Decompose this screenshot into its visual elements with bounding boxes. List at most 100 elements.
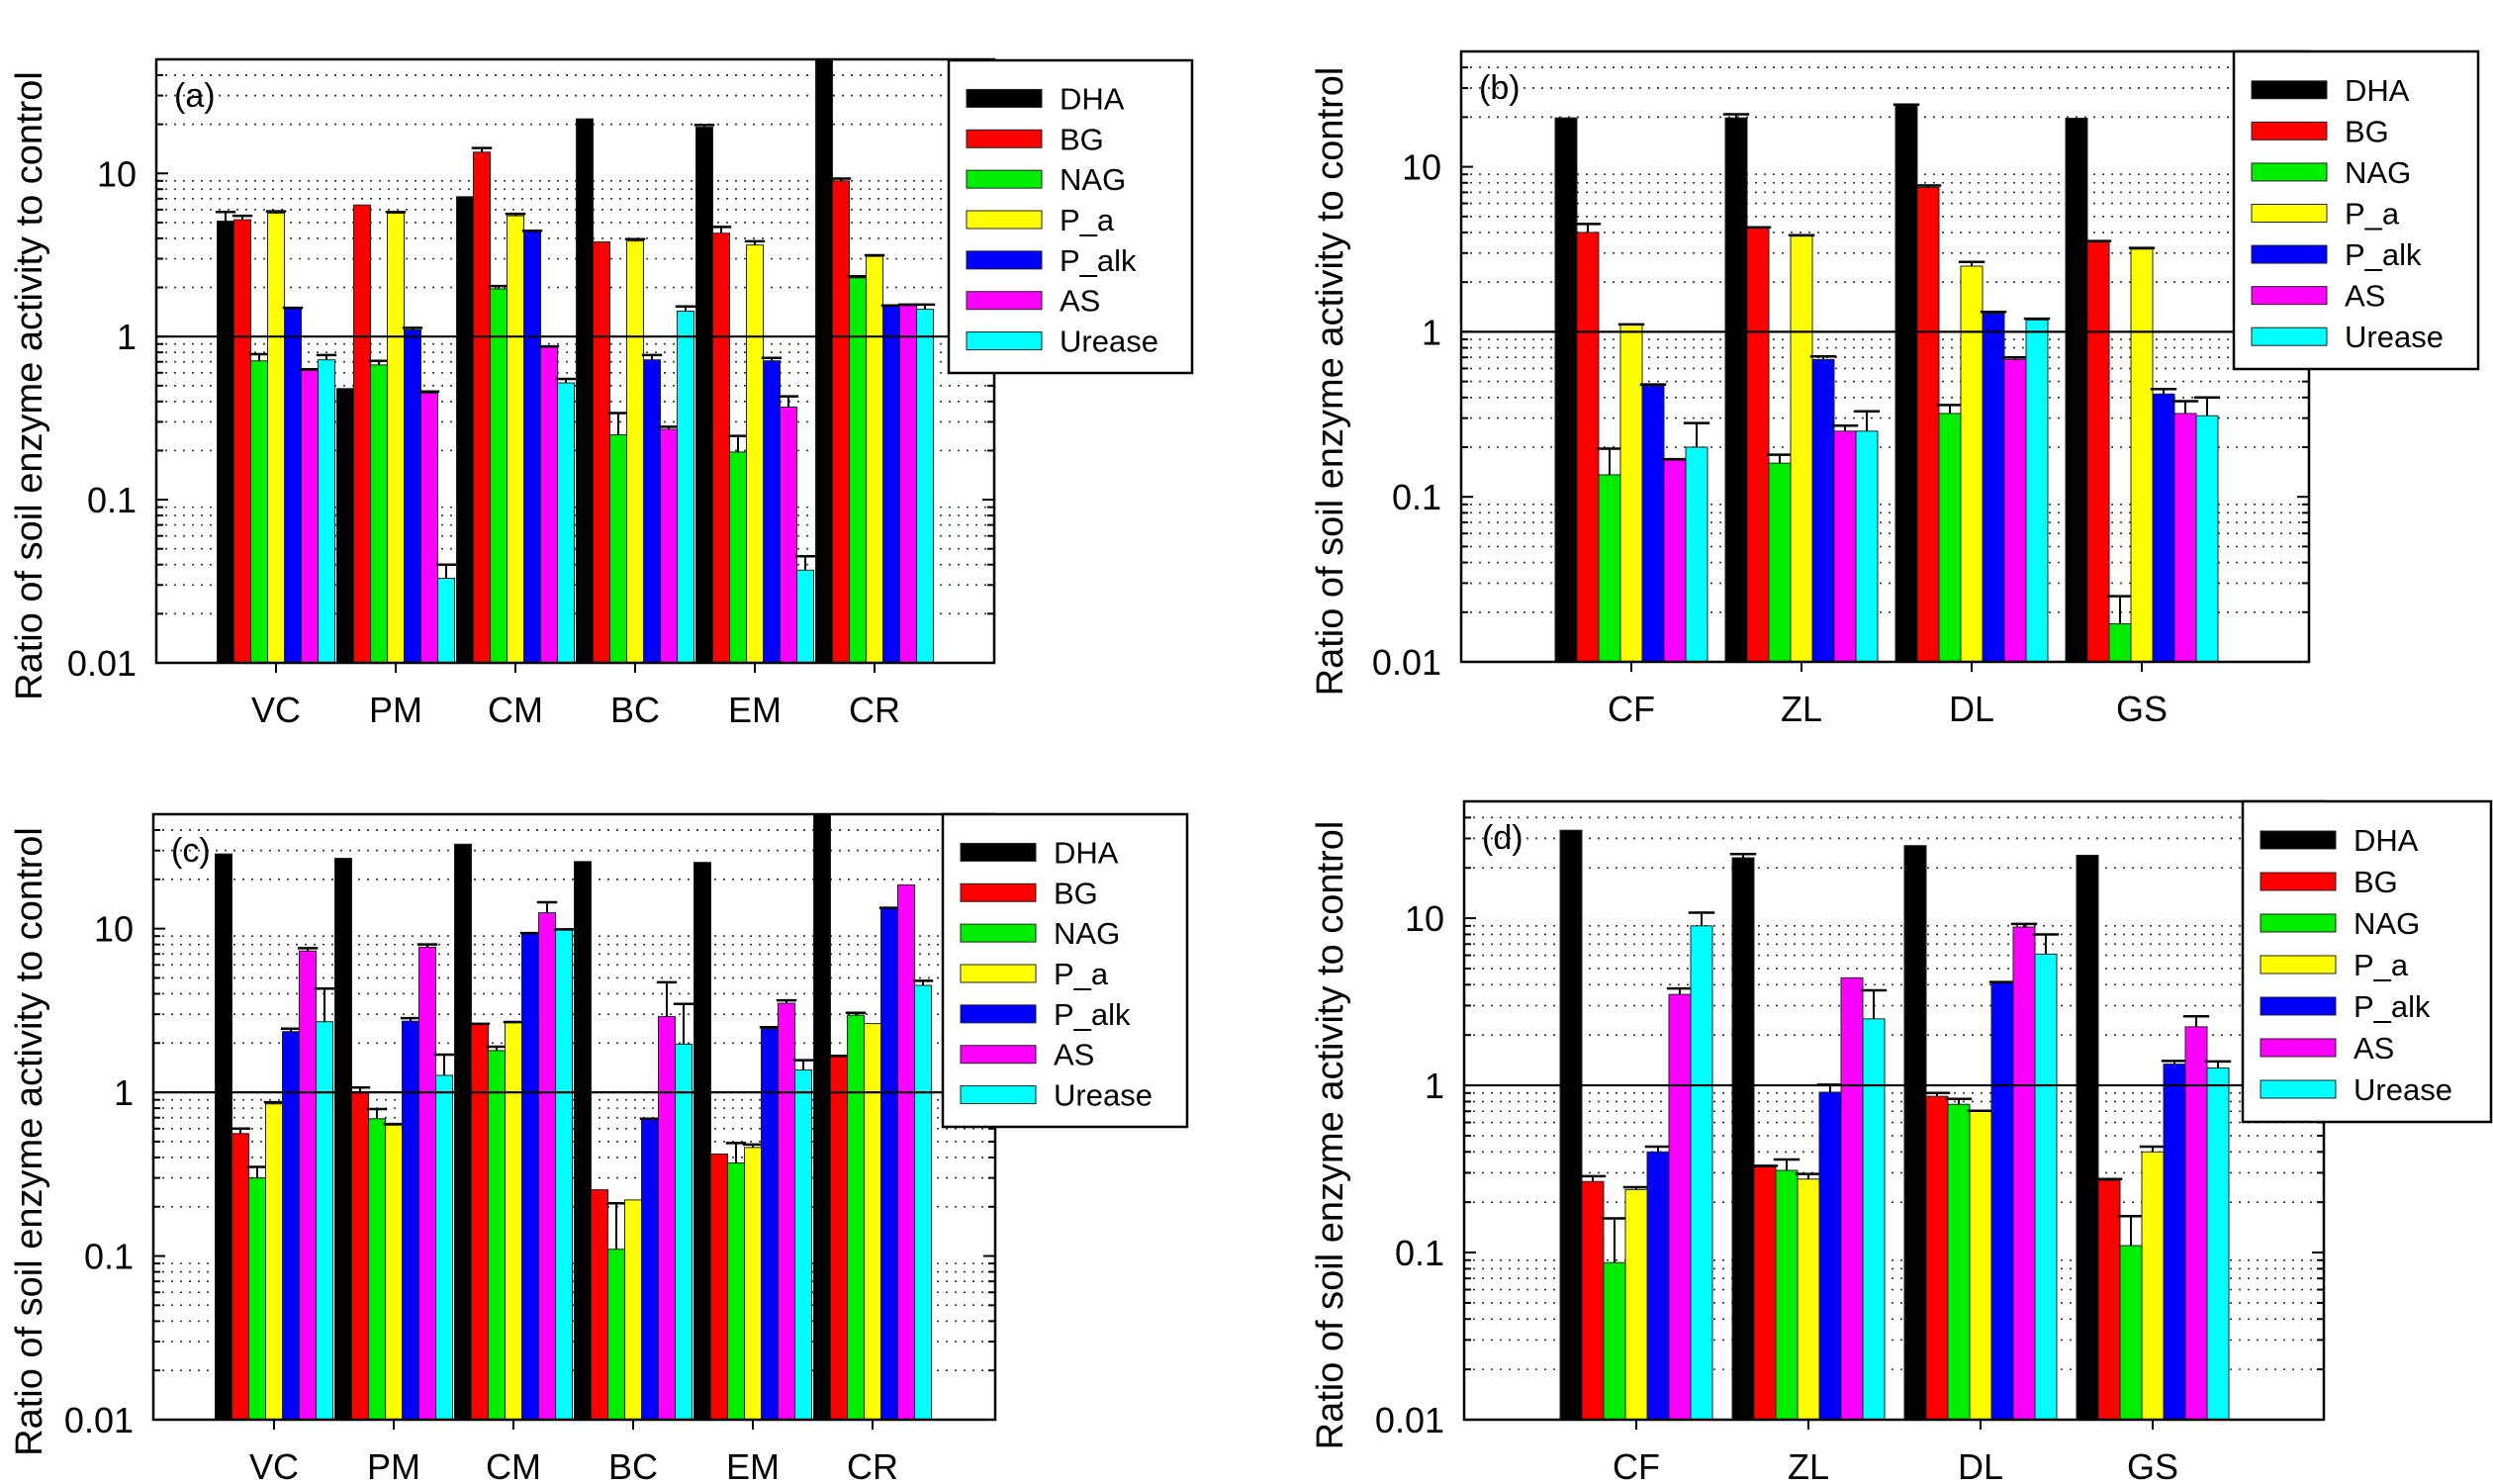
bar-dha-bc	[574, 861, 592, 1421]
bar-p-alk-pm	[404, 328, 421, 664]
bar-urease-zl	[1855, 430, 1879, 663]
x-tick-label: VC	[249, 1446, 299, 1484]
legend-swatch-urease	[960, 1085, 1037, 1105]
bar-as-pm	[420, 392, 438, 664]
bar-p-alk-pm	[402, 1020, 419, 1421]
bar-p-a-cr	[866, 255, 883, 664]
legend-label: AS	[2345, 279, 2385, 314]
legend: DHA BG NAG P_a P_alk AS Urease	[2241, 799, 2493, 1124]
bar-bg-cf	[1581, 1180, 1605, 1421]
bar-as-cr	[897, 883, 915, 1421]
bar-dha-em	[695, 127, 713, 664]
bar-dha-bc	[576, 118, 594, 664]
bar-urease-pm	[435, 1074, 453, 1421]
x-tick-label: DL	[1949, 689, 1994, 729]
legend-swatch-urease	[2251, 326, 2328, 346]
bar-urease-dl	[2034, 953, 2058, 1421]
legend-swatch-bg	[2251, 121, 2328, 140]
legend-swatch-p-a	[966, 210, 1043, 230]
bar-nag-cf	[1598, 474, 1621, 663]
bar-bg-zl	[1746, 228, 1770, 663]
bar-p-alk-dl	[1982, 313, 2005, 663]
bar-p-a-cm	[505, 1022, 522, 1421]
legend-label: NAG	[2354, 906, 2420, 941]
bar-p-alk-cr	[882, 306, 900, 664]
y-tick-label: 1	[114, 1072, 134, 1113]
y-tick-label: 0.01	[64, 1400, 134, 1440]
bar-p-alk-gs	[2152, 393, 2175, 663]
legend-label: P_alk	[2345, 237, 2422, 272]
legend-label: BG	[2354, 865, 2398, 899]
legend-label: P_a	[1060, 203, 1115, 237]
x-tick-label: GS	[2127, 1446, 2178, 1484]
bar-nag-em	[729, 451, 747, 664]
bar-nag-em	[727, 1162, 745, 1421]
bar-dha-cf	[1559, 829, 1583, 1421]
legend-label: P_alk	[1054, 997, 1131, 1032]
x-tick-label: ZL	[1781, 689, 1822, 729]
x-tick-label: BC	[608, 1446, 658, 1484]
legend-swatch-bg	[2260, 872, 2337, 891]
legend-label: DHA	[2354, 823, 2419, 858]
legend-label: AS	[1054, 1038, 1094, 1072]
bar-bg-dl	[1916, 186, 1940, 663]
bar-dha-zl	[1724, 117, 1748, 663]
legend-label: Urease	[1054, 1078, 1153, 1113]
bar-p-alk-em	[761, 1028, 779, 1421]
bar-bg-pm	[353, 204, 371, 664]
bar-dha-gs	[2065, 117, 2088, 663]
bar-p-alk-dl	[1990, 982, 2014, 1421]
legend-swatch-bg	[966, 129, 1043, 148]
bar-bg-cm	[471, 1023, 489, 1421]
bar-p-alk-vc	[284, 308, 302, 664]
bar-nag-pm	[370, 364, 388, 664]
x-tick-label: EM	[726, 1446, 780, 1484]
x-tick-label: BC	[610, 690, 660, 730]
bar-bg-vc	[233, 219, 251, 664]
y-tick-label: 0.01	[1375, 1400, 1444, 1440]
legend-label: P_alk	[1060, 243, 1137, 278]
bar-as-cf	[1668, 993, 1692, 1421]
legend-label: DHA	[2345, 73, 2410, 108]
bar-p-alk-bc	[643, 359, 661, 664]
legend: DHA BG NAG P_a P_alk AS Urease	[941, 812, 1189, 1129]
bar-dha-cr	[813, 813, 831, 1421]
bar-dha-dl	[1903, 845, 1927, 1421]
legend-label: Urease	[2345, 320, 2444, 354]
bar-as-dl	[2003, 358, 2027, 663]
bar-p-a-cf	[1619, 324, 1643, 663]
legend-label: NAG	[1054, 916, 1120, 951]
panel-c: VC PM CM BC EM CR 0.01 0.1 1 10 Ratio of soil enzy…	[9, 812, 1189, 1484]
bar-nag-cm	[488, 1050, 506, 1421]
legend-swatch-p-alk	[2251, 244, 2328, 264]
bar-dha-pm	[334, 858, 352, 1421]
x-tick-label: GS	[2116, 689, 2168, 729]
y-tick-label: 10	[1405, 898, 1444, 939]
bar-bg-pm	[351, 1091, 369, 1421]
x-tick-label: CR	[847, 1446, 898, 1484]
bar-p-a-bc	[624, 1199, 642, 1421]
legend: DHA BG NAG P_a P_alk AS Urease	[2232, 49, 2480, 371]
y-tick-label: 0.1	[1395, 1233, 1444, 1273]
legend: DHA BG NAG P_a P_alk AS Urease	[947, 58, 1194, 375]
bar-as-bc	[660, 428, 678, 664]
y-axis-title: Ratio of soil enzyme activity to control	[9, 71, 50, 700]
legend-label: P_a	[1054, 957, 1109, 991]
bar-nag-cf	[1603, 1261, 1626, 1421]
panel-a: VC PM CM BC EM CR 0.01 0.1 1 10 Ratio of soil enzy…	[9, 57, 1194, 730]
bar-nag-zl	[1768, 462, 1792, 663]
bar-nag-gs	[2108, 623, 2132, 663]
legend-swatch-dha	[2251, 80, 2328, 100]
bar-p-alk-cf	[1641, 385, 1665, 663]
bar-nag-zl	[1775, 1169, 1799, 1421]
bar-as-pm	[418, 946, 436, 1421]
legend-swatch-nag	[966, 169, 1043, 189]
y-tick-label: 0.1	[84, 1237, 134, 1277]
x-tick-label: PM	[369, 690, 422, 730]
bar-dha-cm	[454, 843, 472, 1421]
y-tick-label: 1	[1425, 1066, 1444, 1106]
y-axis-title: Ratio of soil enzyme activity to control	[9, 827, 50, 1456]
x-tick-label: VC	[251, 690, 301, 730]
legend-swatch-p-alk	[966, 250, 1043, 270]
